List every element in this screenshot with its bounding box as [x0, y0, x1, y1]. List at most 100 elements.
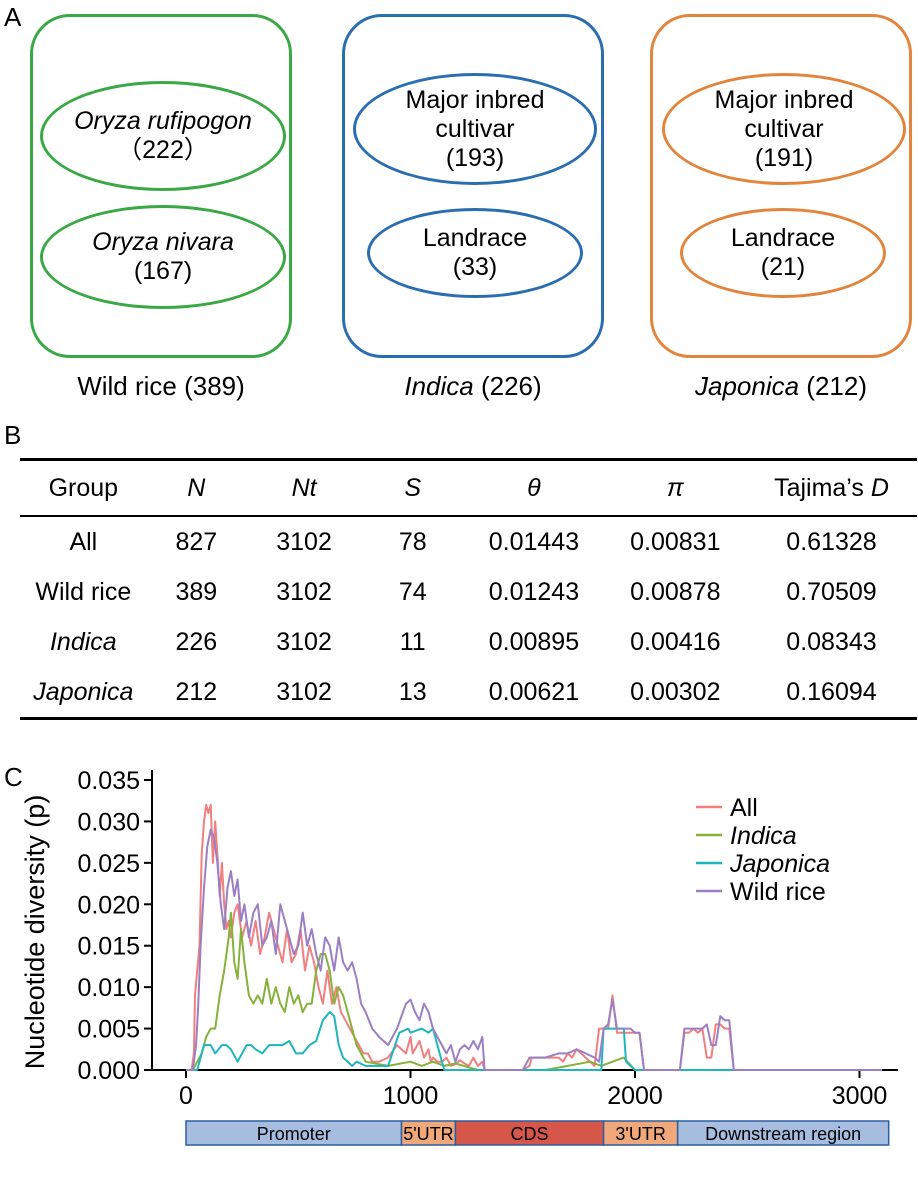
cell-group: Wild rice — [35, 577, 132, 606]
y-tick-label: 0.000 — [77, 1057, 140, 1085]
y-axis-label: Nucleotide diversity (p) — [20, 795, 50, 1070]
cell-n: 226 — [175, 627, 218, 656]
panel-c-letter: C — [4, 762, 23, 792]
cell-nt: 3102 — [276, 627, 332, 656]
header-n: N — [187, 473, 206, 502]
header-tajima: Tajima’s D — [746, 460, 917, 517]
label-text: Wild rice (389) — [77, 371, 245, 401]
x-tick-label: 3000 — [832, 1082, 888, 1110]
indica-landrace-oval: Landrace (33) — [367, 208, 583, 298]
cell-theta: 0.01443 — [488, 527, 580, 556]
series-line-japonica — [186, 1011, 882, 1071]
series-line-wild-rice — [186, 828, 882, 1071]
x-tick-label: 0 — [179, 1082, 193, 1110]
header-s: S — [404, 473, 422, 502]
oval-line2: cultivar — [744, 114, 824, 143]
cell-tajima: 0.08343 — [786, 627, 877, 656]
oval-line1: Oryza nivara — [92, 228, 234, 256]
table-header-row: Group N Nt S θ π Tajima’s D — [20, 459, 917, 517]
table-row: Japonica 212 3102 13 0.00621 0.00302 0.1… — [20, 667, 917, 719]
y-tick-label: 0.015 — [77, 933, 140, 961]
panel-b-letter: B — [4, 420, 22, 450]
cell-group: Indica — [49, 627, 117, 656]
oval-line1: Oryza rufipogon — [74, 107, 252, 135]
oval-line2: （222） — [117, 136, 209, 164]
oval-line1: Major inbred — [405, 85, 545, 114]
x-tick-label: 1000 — [383, 1082, 439, 1110]
cell-pi: 0.00416 — [630, 627, 721, 656]
nivara-oval: Oryza nivara (167) — [40, 205, 286, 309]
tajima-text: Tajima’s — [774, 473, 871, 502]
gene-region-cds — [454, 1120, 605, 1146]
cell-n: 212 — [175, 677, 218, 706]
y-tick-label: 0.035 — [77, 767, 140, 795]
tajima-d: D — [870, 473, 889, 502]
oval-line3: (191) — [754, 143, 814, 172]
gene-region-downstream-region — [676, 1120, 890, 1146]
cell-s: 13 — [398, 677, 427, 706]
y-tick-label: 0.025 — [77, 850, 140, 878]
cell-pi: 0.00302 — [630, 677, 721, 706]
panel-a-letter: A — [4, 2, 22, 32]
cell-theta: 0.00621 — [488, 677, 580, 706]
x-tick-label: 2000 — [607, 1082, 663, 1110]
indica-label: Indica (226) — [342, 371, 604, 402]
gene-region-label: Promoter — [257, 1124, 331, 1144]
label-italic: Japonica — [695, 371, 800, 401]
oval-line2: (21) — [760, 253, 806, 281]
gene-region-label: Downstream region — [705, 1124, 861, 1144]
header-nt: Nt — [291, 473, 317, 502]
diversity-stats-table: Group N Nt S θ π Tajima’s D All 827 3102… — [20, 458, 917, 720]
label-rest: (212) — [799, 371, 867, 401]
oval-line1: Landrace — [730, 224, 836, 252]
cell-tajima: 0.61328 — [786, 527, 877, 556]
y-tick-label: 0.010 — [77, 974, 140, 1002]
cell-nt: 3102 — [276, 677, 332, 706]
gene-region-label: CDS — [510, 1124, 548, 1144]
cell-s: 11 — [399, 627, 426, 656]
oval-line1: Major inbred — [714, 85, 854, 114]
wild-rice-group-box: Oryza rufipogon （222） Oryza nivara (167) — [30, 14, 292, 358]
japonica-landrace-oval: Landrace (21) — [680, 208, 886, 298]
legend-label: Japonica — [729, 850, 830, 878]
indica-cultivar-oval: Major inbred cultivar (193) — [353, 73, 597, 185]
cell-group: Japonica — [33, 677, 134, 706]
series-line-indica — [186, 911, 882, 1071]
oval-line2: (167) — [133, 257, 193, 285]
japonica-label: Japonica (212) — [650, 371, 912, 402]
cell-s: 78 — [398, 527, 427, 556]
japonica-group-box: Major inbred cultivar (191) Landrace (21… — [650, 14, 912, 358]
cell-pi: 0.00878 — [630, 577, 721, 606]
table-row: Indica 226 3102 11 0.00895 0.00416 0.083… — [20, 617, 917, 667]
oval-line2: cultivar — [435, 114, 515, 143]
y-tick-label: 0.030 — [77, 808, 140, 836]
cell-theta: 0.01243 — [488, 577, 580, 606]
oval-line3: (193) — [445, 143, 505, 172]
cell-nt: 3102 — [276, 577, 332, 606]
wild-rice-label: Wild rice (389) — [30, 371, 292, 402]
cell-tajima: 0.70509 — [786, 577, 877, 606]
cell-tajima: 0.16094 — [786, 677, 877, 706]
label-italic: Indica — [404, 371, 474, 401]
cell-theta: 0.00895 — [488, 627, 580, 656]
indica-group-box: Major inbred cultivar (193) Landrace (33… — [342, 14, 604, 358]
cell-group: All — [69, 527, 98, 556]
cell-nt: 3102 — [276, 527, 332, 556]
nucleotide-diversity-chart: C 0.000 0.005 0.010 0.015 0.020 0.025 0.030 0.03… — [4, 762, 898, 1146]
cell-n: 827 — [175, 527, 218, 556]
oval-line1: Landrace — [422, 224, 528, 252]
legend-label: Wild rice — [730, 878, 826, 906]
gene-region-label: 5'UTR — [403, 1124, 453, 1144]
gene-region-promoter — [185, 1120, 403, 1146]
label-rest: (226) — [473, 371, 542, 401]
gene-region-label: 3'UTR — [615, 1124, 665, 1144]
table-row: Wild rice 389 3102 74 0.01243 0.00878 0.… — [20, 567, 917, 617]
legend-label: All — [730, 794, 758, 822]
cell-pi: 0.00831 — [630, 527, 721, 556]
y-tick-label: 0.005 — [77, 1016, 140, 1044]
header-group: Group — [48, 473, 119, 502]
japonica-cultivar-oval: Major inbred cultivar (191) — [662, 73, 906, 185]
oval-line2: (33) — [452, 253, 498, 281]
table-row: All 827 3102 78 0.01443 0.00831 0.61328 — [20, 516, 917, 567]
gene-region-5-utr — [400, 1120, 457, 1146]
